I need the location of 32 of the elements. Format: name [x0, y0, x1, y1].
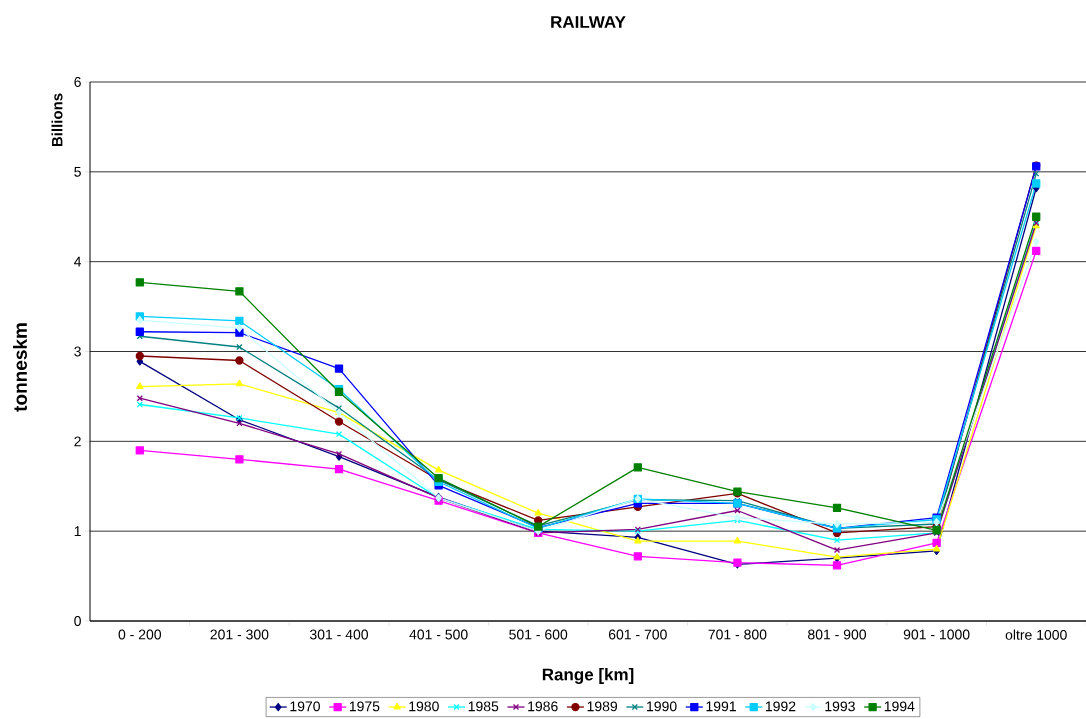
y-tick-label: 6 — [74, 77, 81, 87]
x-tick-label: 701 - 800 — [708, 629, 767, 640]
y-tick-label: 3 — [74, 346, 81, 357]
x-axis-title: Range [km] — [542, 668, 634, 684]
y-tick-label: 1 — [74, 526, 81, 536]
chart-title: RAILWAY — [551, 16, 626, 28]
legend-label: 1970 — [290, 701, 320, 712]
legend-label: 1985 — [468, 701, 499, 712]
y-tick-label: 0 — [74, 616, 81, 626]
x-tick-label: oltre 1000 — [1005, 629, 1067, 640]
x-tick-label: 401 - 500 — [409, 629, 468, 640]
legend-label: 1994 — [884, 701, 915, 712]
x-tick-label: 801 - 900 — [808, 629, 867, 640]
x-tick-label: 201 - 300 — [210, 629, 269, 640]
legend-label: 1992 — [765, 701, 796, 712]
y-tick-label: 4 — [74, 256, 82, 267]
legend-label: 1990 — [647, 701, 677, 712]
legend-label: 1980 — [409, 701, 439, 712]
legend-label: 1991 — [706, 701, 736, 712]
legend-label: 1993 — [825, 701, 855, 712]
y-tick-label: 5 — [74, 166, 81, 177]
legend-label: 1989 — [587, 701, 618, 712]
x-tick-label: 301 - 400 — [309, 629, 369, 640]
text: Billions — [51, 93, 63, 147]
x-tick-label: 901 - 1000 — [903, 629, 970, 640]
x-tick-label: 501 - 600 — [509, 629, 568, 640]
y-tick-label: 2 — [74, 436, 81, 447]
legend-label: 1986 — [528, 701, 558, 712]
x-tick-label: 601 - 700 — [608, 629, 667, 640]
legend-label: 1975 — [349, 701, 380, 712]
x-tick-label: 0 - 200 — [118, 629, 162, 640]
y-axis-title: tonneskm — [13, 323, 27, 412]
